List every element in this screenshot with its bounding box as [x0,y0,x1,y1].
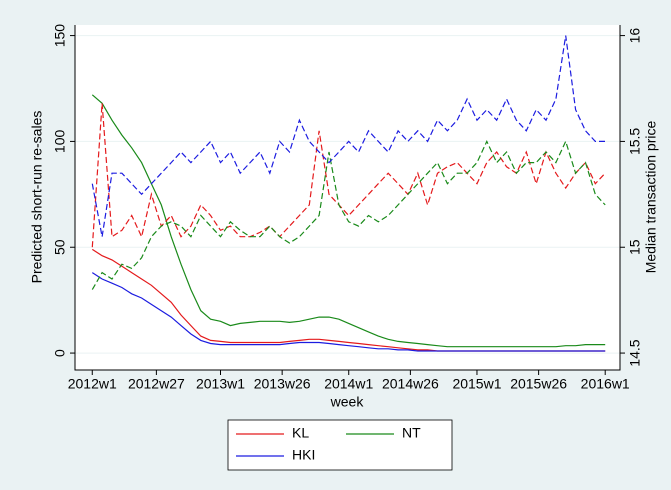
y2-axis-title: Median transaction price [643,121,659,274]
y2-tick-label: 15.5 [627,128,643,155]
dashed-line [91,35,606,237]
x-tick-label: 2014w26 [382,376,439,392]
y-tick-label: 0 [52,349,68,357]
line [91,94,606,348]
y2-tick-label: 16 [627,28,643,44]
legend [227,419,453,471]
legend-label: HKI [292,447,315,463]
plot-area [75,25,620,370]
x-tick-label: 2013w1 [196,376,245,392]
x-tick-label: 2014w1 [324,376,373,392]
y2-tick-label: 15 [627,239,643,255]
x-axis-title: week [330,394,365,410]
y-tick-label: 50 [52,239,68,255]
x-tick-label: 2013w26 [254,376,311,392]
x-tick-label: 2012w1 [68,376,117,392]
y-tick-label: 100 [52,130,68,154]
x-tick-label: 2012w27 [128,376,185,392]
dashed-line [91,103,606,248]
y-axis-title: Predicted short-run re-sales [29,111,45,284]
legend-label: NT [402,425,421,441]
x-tick-label: 2016w1 [581,376,630,392]
x-tick-label: 2015w1 [452,376,501,392]
x-tick-label: 2015w26 [510,376,567,392]
legend-label: KL [292,425,309,441]
y2-tick-label: 14.5 [627,339,643,366]
y-tick-label: 150 [52,24,68,48]
axis-frame [74,25,621,371]
dashed-line [91,139,606,290]
line [91,272,606,352]
